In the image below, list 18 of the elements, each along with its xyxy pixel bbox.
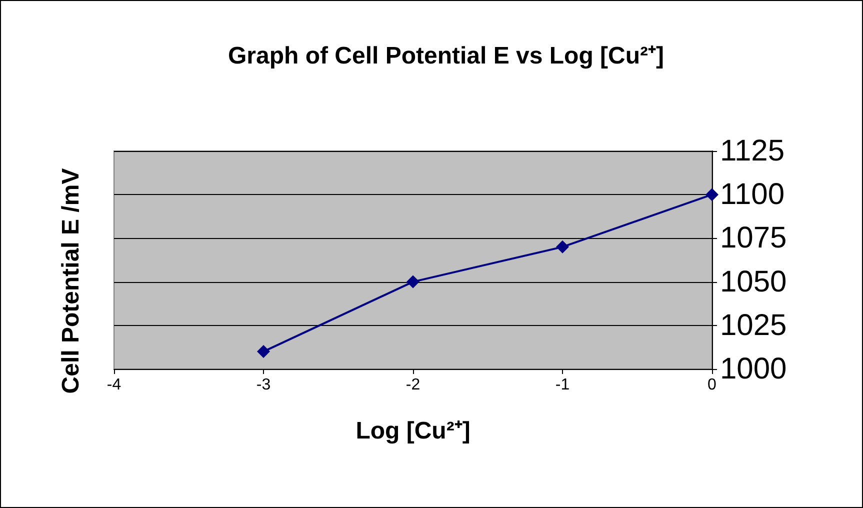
x-tick-label: -3 [256,376,271,394]
y-axis-title: Cell Potential E /mV [58,168,84,394]
y-tick-label: 1050 [720,265,787,298]
y-tick-label: 1025 [720,308,787,342]
x-tick-label: -4 [106,376,122,394]
y-tick-label: 1075 [720,222,787,255]
x-tick-label: 0 [708,376,717,394]
chart-title: Graph of Cell Potential E vs Log [Cu²⁺] [228,42,664,70]
x-tick-label: -1 [555,376,570,394]
x-axis-title: Log [Cu²⁺] [356,418,470,444]
point [257,345,270,358]
point [406,275,420,288]
y-tick-label: 1100 [720,178,785,212]
y-tick-label: 1000 [720,352,787,386]
y-tick-label: 1125 [720,134,785,168]
x-tick-label: -2 [406,376,420,394]
point [706,188,718,202]
point [556,240,569,254]
